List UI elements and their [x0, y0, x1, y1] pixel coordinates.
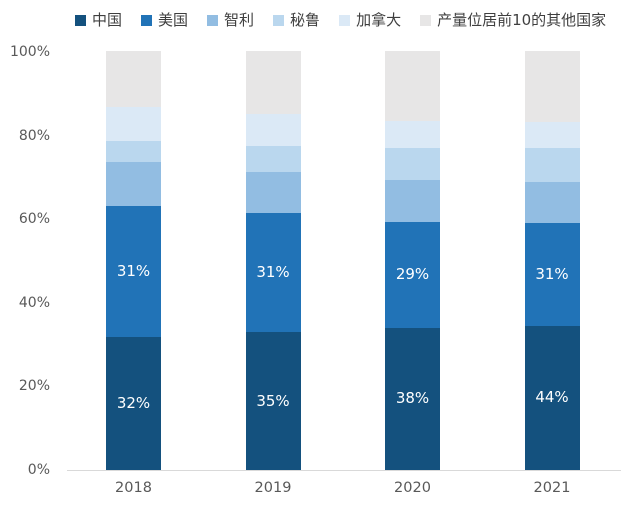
data-label: 29%: [395, 265, 430, 284]
legend-swatch-icon: [75, 14, 86, 26]
legend-swatch-icon: [273, 14, 285, 26]
bar-2020: 38% 29%: [385, 51, 440, 470]
bar-segment-2018-series-4: [106, 106, 161, 142]
y-axis-tick-label: 20%: [18, 378, 50, 395]
x-axis-tick-label: 2019: [254, 480, 292, 496]
legend-swatch-icon: [339, 14, 351, 26]
legend-label: 智利: [224, 11, 255, 29]
legend-swatch-icon: [207, 14, 219, 26]
bar-segment-2018-series-1: 31%: [106, 206, 161, 338]
bar-segment-2021-series-3: [524, 148, 580, 183]
data-label: 31%: [256, 262, 290, 281]
bar-segment-2020-series-0: 38%: [385, 327, 440, 470]
legend-item-2: 智利: [207, 11, 254, 29]
legend-swatch-icon: [141, 14, 153, 26]
bar-segment-2019-series-4: [245, 114, 301, 147]
bar-segment-2021-series-2: [524, 182, 580, 223]
y-axis-tick-label: 80%: [18, 127, 50, 144]
x-axis-tick-label: 2021: [533, 480, 571, 496]
y-axis-tick-label: 0%: [27, 462, 50, 478]
bar-segment-2020-series-4: [385, 120, 440, 148]
bar-segment-2020-series-1: 29%: [385, 221, 440, 328]
x-axis-line: [67, 470, 621, 471]
y-axis-tick-label: 60%: [18, 211, 50, 228]
bar-segment-2019-series-0: 35%: [245, 332, 301, 470]
legend-item-0: 中国: [75, 11, 122, 29]
bar-segment-2020-series-5: [385, 51, 440, 121]
data-label: 31%: [116, 262, 151, 281]
legend-label: 产量位居前10的其他国家: [437, 11, 607, 29]
legend-item-4: 加拿大: [339, 11, 401, 29]
legend-label: 秘鲁: [290, 11, 321, 29]
x-axis-tick-label: 2020: [394, 480, 431, 496]
bar-segment-2019-series-2: [245, 172, 301, 213]
legend-label: 美国: [158, 11, 189, 29]
bar-segment-2019-series-1: 31%: [245, 212, 301, 333]
bar-segment-2021-series-4: [524, 122, 580, 149]
bar-segment-2018-series-0: 32%: [106, 337, 161, 470]
y-axis-tick-label: 100%: [9, 44, 50, 60]
bar-segment-2018-series-5: [106, 51, 161, 107]
bar-segment-2019-series-3: [245, 146, 301, 173]
bar-segment-2020-series-2: [385, 179, 440, 222]
data-label: 32%: [116, 394, 151, 413]
x-axis-tick-label: 2018: [115, 480, 152, 496]
legend-swatch-icon: [420, 14, 432, 26]
bar-2021: 44% 31%: [524, 51, 580, 470]
chart-legend: 中国 美国 智利 秘鲁 加拿大 产量位居前10的其他国家: [75, 11, 606, 29]
data-label: 44%: [535, 388, 569, 407]
legend-item-3: 秘鲁: [273, 11, 320, 29]
legend-item-5: 产量位居前10的其他国家: [420, 11, 606, 29]
legend-label: 中国: [92, 11, 123, 29]
bar-segment-2018-series-2: [106, 162, 161, 207]
data-label: 35%: [256, 391, 290, 410]
legend-label: 加拿大: [356, 11, 402, 29]
bar-2018: 32% 31%: [106, 51, 161, 470]
data-label: 31%: [535, 264, 569, 283]
bar-2019: 35% 31%: [245, 51, 301, 470]
data-label: 38%: [395, 389, 430, 408]
bar-segment-2021-series-5: [524, 51, 580, 123]
bar-segment-2021-series-1: 31%: [524, 222, 580, 326]
y-axis-tick-label: 40%: [18, 294, 50, 311]
bar-segment-2019-series-5: [245, 51, 301, 115]
legend-item-1: 美国: [141, 11, 188, 29]
bar-segment-2021-series-0: 44%: [524, 325, 580, 470]
bar-segment-2020-series-3: [385, 147, 440, 180]
bar-segment-2018-series-3: [106, 141, 161, 163]
